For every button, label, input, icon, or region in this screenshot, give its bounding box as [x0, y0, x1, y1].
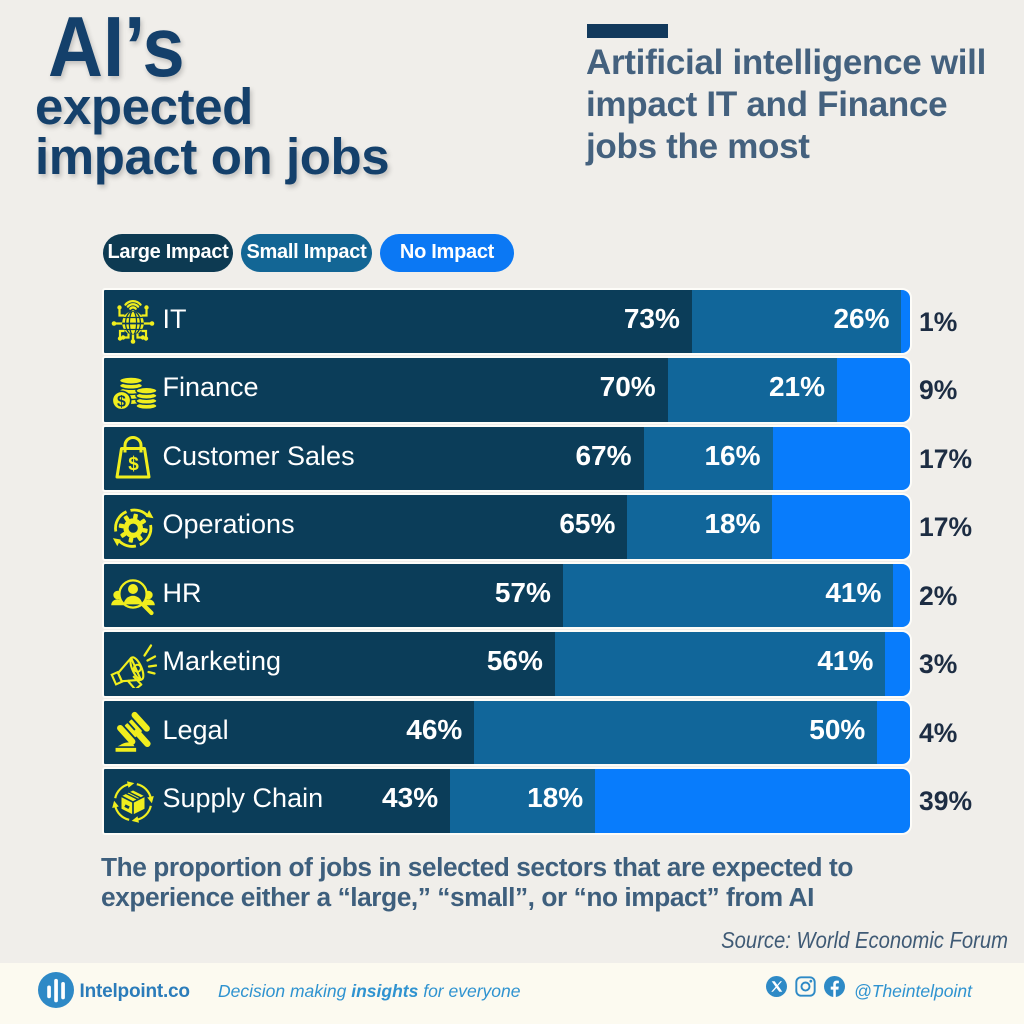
svg-text:$: $ [128, 454, 139, 475]
svg-text:$: $ [117, 393, 126, 410]
